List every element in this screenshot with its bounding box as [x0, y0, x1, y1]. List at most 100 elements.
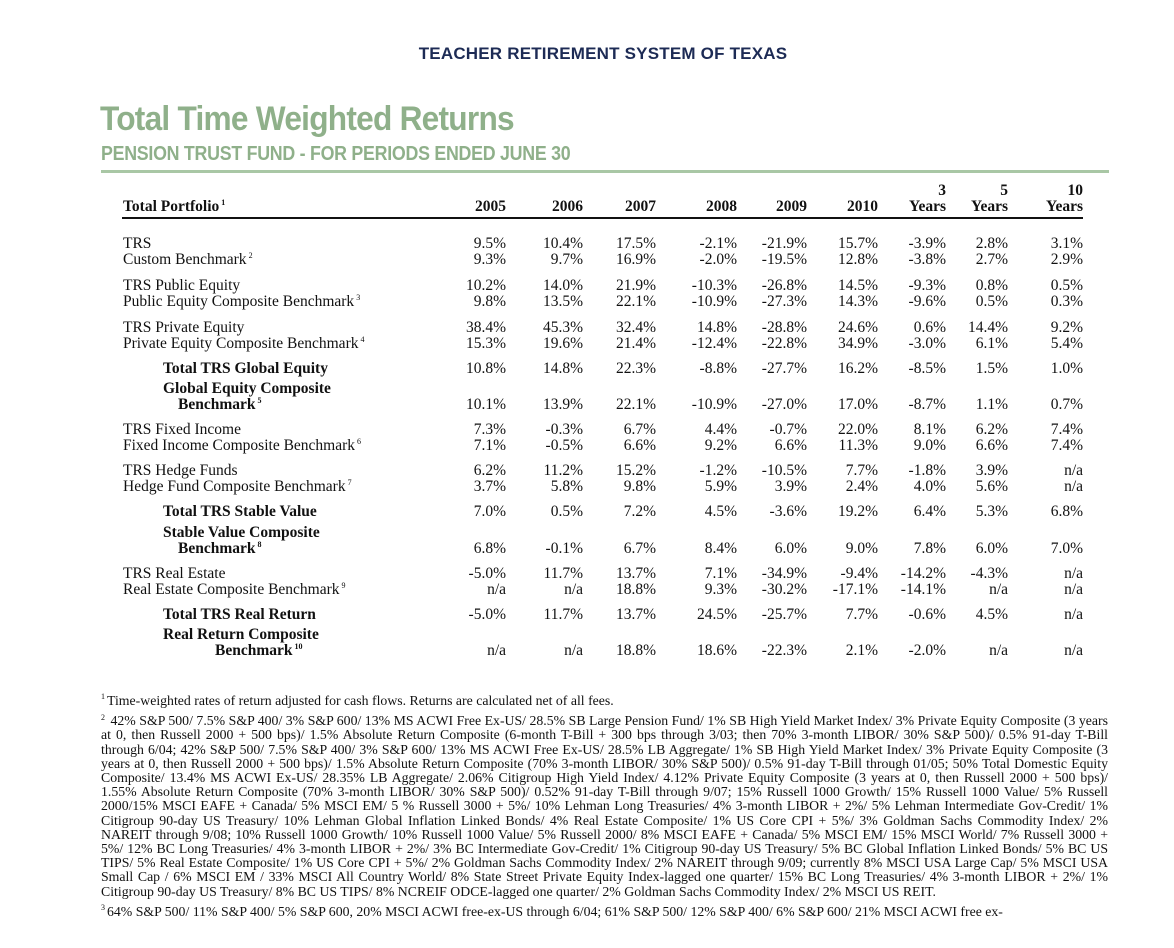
table-cell: 16.2%: [837, 360, 878, 377]
table-cell: -3.6%: [769, 503, 807, 520]
table-cell: 0.5%: [1050, 277, 1083, 294]
column-header: 2010: [847, 198, 878, 215]
table-cell: 6.8%: [1050, 503, 1083, 520]
table-cell: n/a: [1064, 478, 1083, 495]
table-cell: 7.1%: [704, 565, 737, 582]
table-cell: 5.3%: [975, 503, 1008, 520]
table-cell: 0.8%: [975, 277, 1008, 294]
table-cell: -3.9%: [908, 235, 946, 252]
table-cell: 18.8%: [615, 642, 656, 659]
table-cell: 0.3%: [1050, 293, 1083, 310]
table-cell: 7.0%: [473, 503, 506, 520]
row-label: Real Estate Composite Benchmark 9: [123, 580, 346, 598]
table-cell: 9.8%: [623, 478, 656, 495]
table-cell: 14.0%: [542, 277, 583, 294]
table-cell: 6.2%: [975, 421, 1008, 438]
row-label: TRS Hedge Funds: [123, 462, 238, 479]
table-cell: 34.9%: [837, 335, 878, 352]
table-cell: 4.4%: [704, 421, 737, 438]
table-cell: 7.7%: [845, 462, 878, 479]
row-label: Private Equity Composite Benchmark 4: [123, 334, 365, 352]
table-cell: 4.0%: [913, 478, 946, 495]
table-cell: -8.8%: [699, 360, 737, 377]
row-label: Public Equity Composite Benchmark 3: [123, 292, 361, 310]
table-cell: -27.7%: [761, 360, 807, 377]
table-cell: 14.8%: [542, 360, 583, 377]
table-cell: n/a: [487, 642, 506, 659]
table-cell: 10.8%: [465, 360, 506, 377]
row-label: TRS Fixed Income: [123, 421, 241, 438]
column-header: Years: [970, 198, 1008, 215]
table-cell: 10.2%: [465, 277, 506, 294]
table-cell: -26.8%: [761, 277, 807, 294]
table-cell: 8.4%: [704, 540, 737, 557]
table-cell: -14.2%: [900, 565, 946, 582]
table-cell: 2.7%: [975, 251, 1008, 268]
footnote-marker: 4: [360, 334, 365, 344]
footnote-marker: 1: [221, 197, 226, 207]
table-cell: n/a: [1064, 581, 1083, 598]
table-cell: 15.3%: [465, 335, 506, 352]
table-cell: -21.9%: [761, 235, 807, 252]
table-cell: 6.4%: [913, 503, 946, 520]
table-cell: 15.2%: [615, 462, 656, 479]
table-cell: -2.0%: [699, 251, 737, 268]
column-header: 2005: [475, 198, 506, 215]
table-cell: 7.1%: [473, 437, 506, 454]
column-header: 2008: [706, 198, 737, 215]
row-label: Total TRS Global Equity: [163, 360, 328, 377]
table-cell: 0.7%: [1050, 396, 1083, 413]
table-cell: 16.9%: [615, 251, 656, 268]
table-cell: 3.9%: [975, 462, 1008, 479]
table-cell: 9.0%: [913, 437, 946, 454]
table-cell: 4.5%: [704, 503, 737, 520]
column-header: 2006: [552, 198, 583, 215]
table-cell: 7.8%: [913, 540, 946, 557]
table-cell: 38.4%: [465, 319, 506, 336]
table-cell: 6.0%: [975, 540, 1008, 557]
table-cell: 0.5%: [550, 503, 583, 520]
footnote-text: Time-weighted rates of return adjusted f…: [107, 693, 614, 708]
table-cell: -0.6%: [908, 606, 946, 623]
table-cell: 5.8%: [550, 478, 583, 495]
table-cell: 2.9%: [1050, 251, 1083, 268]
footnote-marker: 2: [248, 250, 253, 260]
table-cell: 6.7%: [623, 421, 656, 438]
column-header-top: 10: [1067, 182, 1084, 199]
column-header-top: 3: [938, 182, 946, 199]
table-cell: 6.6%: [975, 437, 1008, 454]
table-cell: 7.7%: [845, 606, 878, 623]
footnote-marker: 8: [257, 539, 262, 549]
table-cell: 18.8%: [615, 581, 656, 598]
footnote-3: 3 64% S&P 500/ 11% S&P 400/ 5% S&P 600, 2…: [101, 903, 1108, 919]
row-label-line1: Stable Value Composite: [163, 524, 320, 541]
column-header-top: 5: [1000, 182, 1008, 199]
table-cell: 14.3%: [837, 293, 878, 310]
table-cell: 1.0%: [1050, 360, 1083, 377]
table-cell: n/a: [564, 642, 583, 659]
footnote-text: 64% S&P 500/ 11% S&P 400/ 5% S&P 600, 20…: [107, 903, 1003, 919]
table-cell: 9.5%: [473, 235, 506, 252]
footnotes: 1 Time-weighted rates of return adjusted …: [101, 693, 1108, 919]
table-cell: 6.6%: [774, 437, 807, 454]
table-cell: -0.1%: [545, 540, 583, 557]
table-cell: 6.7%: [623, 540, 656, 557]
row-label: Benchmark 10: [215, 641, 303, 659]
footnote-text: 42% S&P 500/ 7.5% S&P 400/ 3% S&P 600/ 1…: [101, 713, 1108, 899]
footnote-marker: 10: [294, 641, 303, 651]
table-cell: 24.6%: [837, 319, 878, 336]
table-cell: -5.0%: [468, 565, 506, 582]
column-header: 2009: [776, 198, 807, 215]
table-cell: 9.0%: [845, 540, 878, 557]
table-cell: -1.2%: [699, 462, 737, 479]
table-cell: 11.7%: [543, 565, 583, 582]
table-cell: 7.4%: [1050, 421, 1083, 438]
table-cell: 9.2%: [1050, 319, 1083, 336]
table-cell: 7.2%: [623, 503, 656, 520]
column-header: 2007: [625, 198, 656, 215]
column-header-portfolio: Total Portfolio 1: [123, 197, 226, 215]
column-header: Years: [908, 198, 946, 215]
row-label: Benchmark 8: [178, 539, 262, 557]
table-cell: -9.4%: [840, 565, 878, 582]
table-cell: -22.3%: [761, 642, 807, 659]
